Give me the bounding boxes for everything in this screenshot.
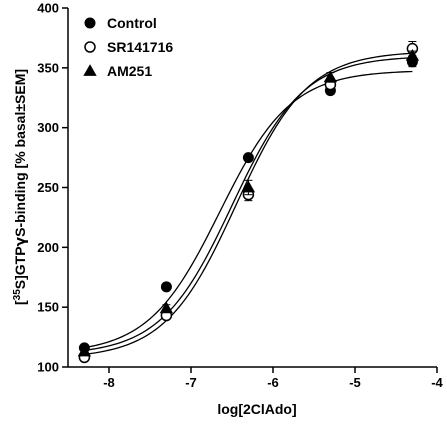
y-tick-label-1: 150 bbox=[37, 300, 59, 315]
x-tick-label-3: -5 bbox=[349, 375, 361, 390]
point-2-2 bbox=[241, 180, 256, 193]
y-tick-label-6: 400 bbox=[37, 1, 59, 16]
y-tick-label-5: 350 bbox=[37, 60, 59, 75]
y-axis-title-open: [ bbox=[12, 300, 28, 305]
point-0-2 bbox=[242, 152, 254, 164]
legend-label-1: SR141716 bbox=[107, 39, 173, 55]
y-axis-title-middle: S]GTP bbox=[12, 246, 28, 289]
point-2-1 bbox=[159, 301, 174, 314]
legend-marker-0 bbox=[84, 17, 96, 29]
legend: Control SR141716 AM251 bbox=[83, 15, 173, 79]
point-2-0 bbox=[77, 344, 92, 357]
x-tick-label-1: -7 bbox=[185, 375, 197, 390]
legend-marker-2 bbox=[83, 64, 97, 76]
legend-label-0: Control bbox=[107, 15, 157, 31]
legend-label-2: AM251 bbox=[107, 63, 152, 79]
point-2-4 bbox=[405, 49, 420, 61]
legend-marker-1 bbox=[84, 41, 96, 53]
y-axis-title: [35S]GTPγS-binding [% basal±SEM] bbox=[12, 69, 29, 305]
x-tick-label-2: -6 bbox=[267, 375, 279, 390]
axes: 100 150 200 250 300 350 400 -8 -7 -6 -5 -4 bbox=[37, 1, 443, 391]
fit-curve-0 bbox=[84, 70, 413, 349]
fit-curves bbox=[84, 52, 413, 355]
y-axis-title-rest: S-binding [% basal±SEM] bbox=[12, 69, 28, 237]
y-tick-label-4: 300 bbox=[37, 120, 59, 135]
y-tick-label-0: 100 bbox=[37, 360, 59, 375]
y-axis-title-superscript: 35 bbox=[12, 289, 23, 301]
fit-curve-2 bbox=[84, 57, 413, 352]
x-axis-title: log[2ClAdo] bbox=[217, 401, 296, 417]
x-tick-label-0: -8 bbox=[103, 375, 115, 390]
y-tick-label-2: 200 bbox=[37, 240, 59, 255]
y-axis-title-gamma: γ bbox=[13, 236, 29, 246]
fit-curve-1 bbox=[84, 52, 413, 355]
point-2-3 bbox=[323, 70, 338, 83]
y-tick-label-3: 250 bbox=[37, 180, 59, 195]
data-points bbox=[77, 41, 420, 364]
point-0-1 bbox=[160, 281, 172, 293]
x-tick-label-4: -4 bbox=[431, 375, 443, 390]
